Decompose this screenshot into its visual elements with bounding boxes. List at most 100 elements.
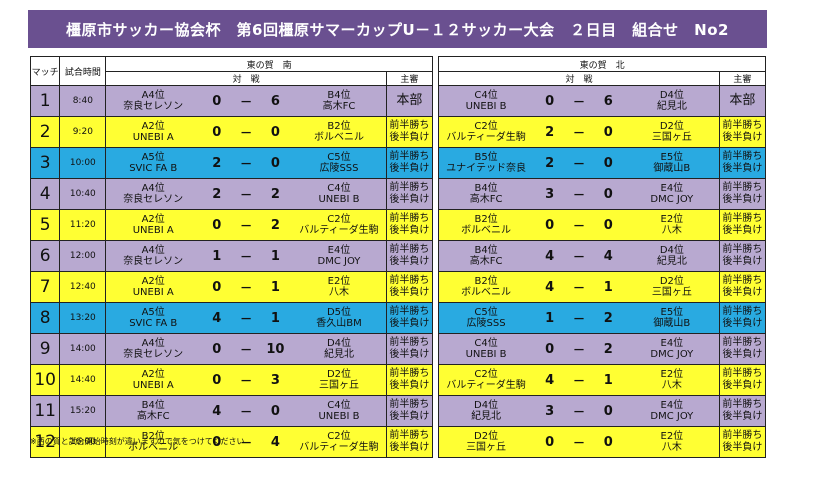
match-number: 4	[29, 178, 61, 210]
team-position: A2位	[141, 369, 165, 380]
north-score-b: 0	[591, 116, 625, 148]
south-score-dash: －	[233, 426, 259, 458]
referee-line-2: 後半負け	[389, 194, 430, 205]
referee-line-1: 前半勝ち	[389, 213, 430, 224]
referee-line-1: 前半勝ち	[389, 275, 430, 286]
team-name: DMC JOY	[317, 256, 361, 267]
north-team-b: E2位 八木	[625, 426, 720, 458]
gap	[432, 209, 439, 241]
referee-line-1: 前半勝ち	[722, 213, 763, 224]
team-name: ユナイテッド奈良	[446, 163, 526, 174]
team-position: C2位	[474, 369, 498, 380]
team-position: C2位	[327, 214, 351, 225]
time-header: 試合時間	[59, 56, 107, 86]
north-team-a: C2位 バルティーダ生駒	[438, 364, 533, 396]
south-score-a: 2	[200, 147, 234, 179]
north-referee-header: 主審	[718, 71, 767, 86]
match-number: 10	[29, 364, 61, 396]
gap	[432, 302, 439, 334]
team-position: D4位	[326, 338, 351, 349]
north-team-b: D2位 三国ヶ丘	[625, 271, 720, 303]
team-name: UNEBI A	[132, 380, 174, 391]
match-number: 7	[29, 271, 61, 303]
north-team-b: D4位 紀見北	[625, 85, 720, 117]
north-team-a: B5位 ユナイテッド奈良	[438, 147, 533, 179]
south-team-b: D5位 香久山BM	[292, 302, 387, 334]
referee-line-1: 前半勝ち	[389, 430, 430, 441]
south-team-a: A4位 奈良セレソン	[105, 178, 201, 210]
south-referee: 前半勝ち 後半負け	[385, 240, 433, 272]
referee-line-1: 前半勝ち	[389, 120, 430, 131]
team-name: DMC JOY	[650, 411, 694, 422]
north-score-a: 2	[532, 147, 567, 179]
team-name: 広陵SSS	[319, 163, 359, 174]
south-team-b: C4位 UNEBI B	[292, 178, 387, 210]
referee-line-2: 後半負け	[389, 349, 430, 360]
north-team-a: B4位 高木FC	[438, 240, 533, 272]
south-team-b: B2位 ボルベニル	[292, 116, 387, 148]
referee-line-2: 後半負け	[389, 442, 430, 453]
table-row: 3 10:00 A5位 SVIC FA B 2 － 0 C5位 広陵SSS 前半勝ち 後半負け B5位…	[29, 147, 767, 179]
south-score-a: 0	[200, 426, 234, 458]
north-score-a: 1	[532, 302, 567, 334]
team-position: B4位	[141, 400, 165, 411]
team-position: E2位	[660, 431, 684, 442]
team-position: A5位	[141, 152, 165, 163]
north-score-b: 1	[591, 364, 625, 396]
team-name: 三国ヶ丘	[318, 380, 359, 391]
team-name: UNEBI B	[318, 411, 360, 422]
team-name: 八木	[661, 225, 682, 236]
south-team-a: A4位 奈良セレソン	[105, 85, 201, 117]
north-score-dash: －	[566, 85, 592, 117]
south-score-a: 0	[200, 333, 234, 365]
south-score-b: 6	[258, 85, 293, 117]
referee-line-2: 後半負け	[389, 318, 430, 329]
south-score-a: 2	[200, 178, 234, 210]
team-position: A4位	[141, 183, 165, 194]
south-score-dash: －	[233, 364, 259, 396]
referee-line-2: 後半負け	[389, 380, 430, 391]
south-score-b: 3	[258, 364, 293, 396]
team-position: A4位	[141, 90, 165, 101]
team-position: E2位	[660, 214, 684, 225]
north-referee: 前半勝ち 後半負け	[718, 302, 767, 334]
team-position: B2位	[474, 276, 498, 287]
match-time: 9:20	[59, 116, 107, 148]
north-team-b: E4位 DMC JOY	[625, 178, 720, 210]
gap	[432, 56, 439, 86]
referee-line-2: 後半負け	[722, 163, 763, 174]
north-team-a: D2位 三国ヶ丘	[438, 426, 533, 458]
south-score-a: 0	[200, 85, 234, 117]
table-row: 10 14:40 A2位 UNEBI A 0 － 3 D2位 三国ヶ丘 前半勝ち 後半負け C2位 バル…	[29, 364, 767, 396]
team-position: D4位	[659, 245, 684, 256]
south-team-a: A2位 UNEBI A	[105, 271, 201, 303]
referee-line-1: 前半勝ち	[722, 399, 763, 410]
north-score-dash: －	[566, 395, 592, 427]
north-matchup-header: 対 戦	[438, 71, 720, 86]
referee-line-2: 後半負け	[722, 256, 763, 267]
north-referee: 前半勝ち 後半負け	[718, 271, 767, 303]
team-name: バルティーダ生駒	[299, 442, 379, 453]
north-team-b: E5位 御蔵山B	[625, 147, 720, 179]
referee-line-1: 前半勝ち	[722, 151, 763, 162]
match-time: 14:00	[59, 333, 107, 365]
south-score-b: 2	[258, 209, 293, 241]
north-score-b: 6	[591, 85, 625, 117]
south-score-b: 0	[258, 147, 293, 179]
match-time: 13:20	[59, 302, 107, 334]
south-referee: 前半勝ち 後半負け	[385, 302, 433, 334]
north-score-a: 0	[532, 85, 567, 117]
north-team-b: E4位 DMC JOY	[625, 333, 720, 365]
team-name: 高木FC	[469, 256, 503, 267]
team-position: E5位	[660, 307, 684, 318]
match-number: 2	[29, 116, 61, 148]
south-score-dash: －	[233, 209, 259, 241]
team-position: A2位	[141, 276, 165, 287]
north-score-dash: －	[566, 333, 592, 365]
south-referee: 前半勝ち 後半負け	[385, 333, 433, 365]
match-number: 5	[29, 209, 61, 241]
south-referee: 前半勝ち 後半負け	[385, 395, 433, 427]
referee-line-2: 後半負け	[722, 349, 763, 360]
north-score-b: 0	[591, 178, 625, 210]
north-score-dash: －	[566, 302, 592, 334]
